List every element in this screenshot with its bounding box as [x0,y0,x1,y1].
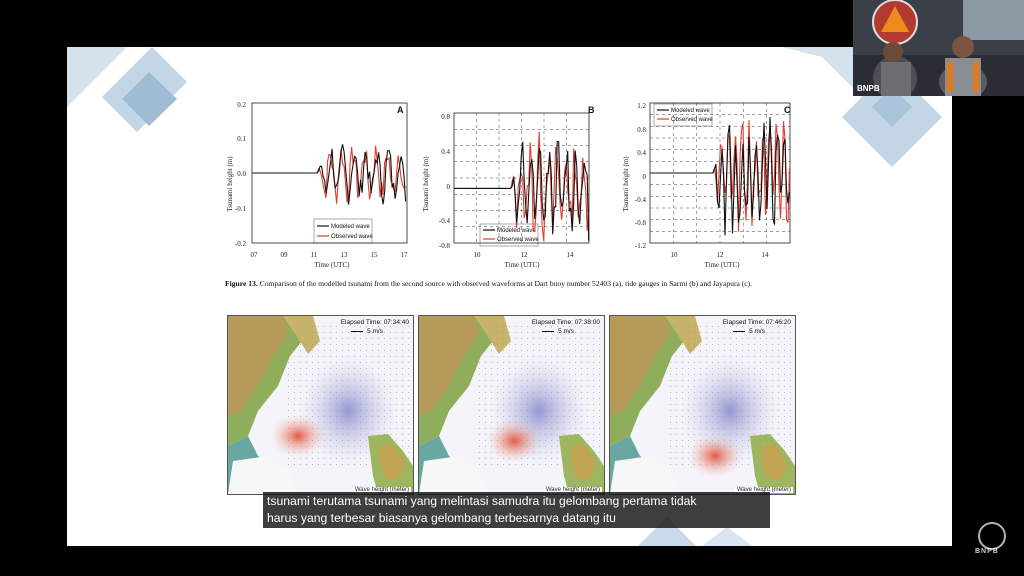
caption-text: Comparison of the modelled tsunami from … [257,279,753,288]
x-axis-label: Time (UTC) [315,261,351,269]
y-tick-labels: 0.2 0.1 0.0 -0.1 -0.2 [235,101,247,248]
y-tick-labels: 0.8 0.4 0 -0.4 -0.8 [439,113,451,250]
bnpb-watermark-text: BNPB [975,548,999,555]
map-image [228,316,413,494]
panel-letter: B [588,105,595,115]
y-tick-label: 0.1 [237,135,246,143]
y-tick-label: 1.2 [637,102,646,110]
y-tick-label: -0.2 [235,240,247,248]
wave-height-legend: Wave height (meter) [734,487,793,493]
caption-label: Figure 13. [225,279,258,288]
plot-area [453,112,590,244]
decorative-diamond-bottom [638,517,753,546]
x-tick-labels: 10 12 14 [671,251,770,259]
panel-letter: A [397,105,404,115]
scale-label: 5 m/s [351,328,383,335]
x-tick-label: 15 [371,251,379,259]
y-tick-label: -0.4 [635,196,647,204]
scale-value: 5 m/s [749,328,765,335]
legend-modeled: Modeled wave [497,228,536,234]
legend-observed: Observed wave [671,117,713,123]
legend-modeled: Modeled wave [671,108,710,114]
map-image [419,316,604,494]
plot-area [649,102,791,244]
y-tick-label: -0.1 [235,205,247,213]
plot-area [251,102,408,244]
presentation-slide: Tsunami height (m) Time (UTC) A 0.2 0.1 … [67,47,952,546]
y-tick-label: -0.8 [635,219,647,227]
simulation-map-2: Elapsed Time: 07:38:00 5 m/s Wave height… [418,315,605,495]
decorative-diamond-left [67,47,187,132]
modeled-series [650,116,791,236]
y-tick-label: 0.0 [237,170,246,178]
map-image [610,316,795,494]
y-tick-label: 0.4 [637,149,646,157]
subtitle-caption: tsunami terutama tsunami yang melintasi … [263,492,770,528]
panel-letter: C [784,105,791,115]
legend-observed: Observed wave [331,234,373,240]
scale-label: 5 m/s [733,328,765,335]
y-tick-label: 0.4 [441,148,450,156]
y-tick-label: 0.8 [637,126,646,134]
x-tick-label: 14 [762,251,770,259]
x-tick-labels: 10 12 14 [474,251,575,259]
y-tick-label: 0 [643,173,647,181]
wave-height-legend: Wave height (meter) [352,487,411,493]
x-tick-label: 09 [281,251,289,259]
webcam-tag: BNPB [857,84,880,93]
elapsed-time: Elapsed Time: 07:46:20 [722,319,791,326]
legend-observed: Observed wave [497,237,539,243]
figure-caption: Figure 13. Comparison of the modelled ts… [225,279,805,289]
y-axis-label: Tsunami height (m) [622,156,630,212]
bnpb-logo-icon [978,522,1006,550]
simulation-map-1: Elapsed Time: 07:34:40 5 m/s Wave height… [227,315,414,495]
x-axis-label: Time (UTC) [505,261,541,269]
x-tick-label: 14 [567,251,575,259]
x-tick-label: 12 [521,251,529,259]
x-tick-label: 10 [474,251,482,259]
x-tick-labels: 07 09 11 13 15 17 [251,251,409,259]
simulation-map-3: Elapsed Time: 07:46:20 5 m/s Wave height… [609,315,796,495]
subtitle-line-1: tsunami terutama tsunami yang melintasi … [267,494,697,508]
legend-modeled: Modeled wave [331,224,370,230]
subtitle-line-2: harus yang terbesar biasanya gelombang t… [267,511,616,525]
webcam-image [853,0,1024,96]
wave-height-legend: Wave height (meter) [543,487,602,493]
chart-panel-a: Tsunami height (m) Time (UTC) A 0.2 0.1 … [222,99,412,269]
y-tick-label: -0.8 [439,242,451,250]
y-tick-label: -0.4 [439,217,451,225]
modeled-series [454,140,590,241]
chart-panel-c: Tsunami height (m) Time (UTC) C 1.2 0.8 … [622,99,802,269]
scale-label: 5 m/s [542,328,574,335]
scale-value: 5 m/s [367,328,383,335]
y-axis-label: Tsunami height (m) [422,156,430,212]
scale-value: 5 m/s [558,328,574,335]
chart-panel-b: Tsunami height (m) Time (UTC) B 0.8 0.4 … [422,99,602,269]
x-tick-label: 11 [311,251,318,259]
zoom-watermark: zoom [880,515,933,537]
y-tick-label: 0 [447,183,451,191]
x-axis-label: Time (UTC) [705,261,741,269]
webcam-feed: BNPB [853,0,1024,96]
elapsed-time: Elapsed Time: 07:34:40 [340,319,409,326]
x-tick-label: 07 [251,251,259,259]
y-tick-labels: 1.2 0.8 0.4 0 -0.4 -0.8 -1.2 [635,102,647,250]
elapsed-time: Elapsed Time: 07:38:00 [531,319,600,326]
y-axis-label: Tsunami height (m) [226,156,234,212]
y-tick-label: 0.2 [237,101,246,109]
modeled-series [252,144,407,205]
x-tick-label: 10 [671,251,679,259]
x-tick-label: 13 [341,251,349,259]
y-tick-label: 0.8 [441,113,450,121]
y-tick-label: -1.2 [635,242,647,250]
x-tick-label: 12 [717,251,725,259]
x-tick-label: 17 [401,251,409,259]
